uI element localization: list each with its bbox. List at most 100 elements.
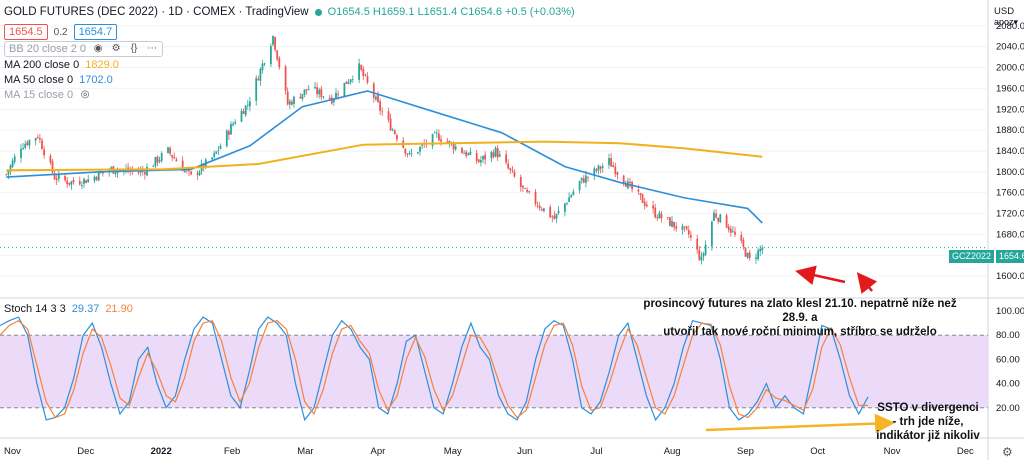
candle-body [622,175,625,184]
candle-body [53,173,56,180]
candle-body [654,207,657,218]
candle-body [234,122,237,124]
candle-body [656,217,659,219]
candle-body [681,226,684,230]
stoch-tick-label: 40.00 [996,379,1020,390]
candle-body [375,96,377,100]
candle-body [624,184,627,187]
candle-body [377,95,379,103]
time-tick-label: Jul [590,446,602,457]
candle-body [505,154,507,163]
indicator-row-ma200[interactable]: MA 200 close 0 1829.0 [4,59,119,71]
candle-body [639,193,642,196]
candle-body [614,166,617,174]
candle-body [137,171,140,173]
candle-body [480,160,482,163]
more-options-icon[interactable]: ⋯ [147,43,158,54]
candle-body [160,153,163,161]
candle-body [509,168,512,170]
price-tick-label: 1760.0 [996,188,1024,199]
candle-body [465,151,468,157]
price-tick-label: 2080.0 [996,21,1024,32]
candle-body [362,69,365,76]
candle-body [755,257,757,259]
time-tick-label: Nov [884,446,901,457]
price-tick-label: 1800.0 [996,167,1024,178]
candle-body [595,169,598,171]
candle-body [496,148,499,158]
candle-body [685,226,688,230]
candle-body [578,180,581,191]
orange-divergence-arrow [705,413,895,434]
candle-body [582,178,585,183]
candle-body [417,152,419,154]
stoch-d-value: 21.90 [105,303,133,315]
chart-header: GOLD FUTURES (DEC 2022) · 1D · COMEX · T… [4,6,575,18]
currency-label[interactable]: USD [994,6,1015,17]
candle-body [536,205,539,207]
candle-body [190,171,192,175]
candle-body [498,154,501,157]
candle-body [68,182,71,185]
candle-body [219,145,222,149]
time-tick-label: Mar [297,446,313,457]
buy-button[interactable]: 1654.7 [73,24,118,40]
source-code-icon[interactable]: {} [130,43,138,54]
candle-body [175,159,178,162]
price-tick-label: 1600.0 [996,271,1024,282]
candle-body [335,92,337,100]
candle-body [34,138,37,141]
sell-button[interactable]: 1654.5 [4,24,48,40]
symbol-title[interactable]: GOLD FUTURES (DEC 2022) · 1D · COMEX · T… [4,6,309,18]
hidden-eye-icon[interactable]: ◎ [80,89,90,100]
candle-body [66,180,69,185]
candle-body [316,87,318,95]
price-tick-label: 1720.0 [996,209,1024,220]
settings-gear-icon[interactable]: ⚙ [111,43,121,54]
candle-body [158,159,161,162]
candle-body [198,171,201,176]
candle-body [566,203,568,204]
last-price-tag: 1654.6 [996,250,1024,263]
candle-body [404,148,407,154]
candle-body [391,129,394,131]
candle-body [748,252,751,258]
candle-body [173,157,176,159]
candle-body [448,140,451,144]
candle-body [7,170,10,175]
candle-body [22,148,24,149]
candle-body [744,248,747,257]
candle-body [666,217,669,219]
eye-icon[interactable]: ◉ [93,43,103,54]
candle-body [49,155,52,163]
price-tick-label: 1960.0 [996,83,1024,94]
candle-body [288,101,291,105]
candle-body [156,156,159,163]
candle-body [320,88,323,98]
stoch-tick-label: 80.00 [996,330,1020,341]
indicator-row-bb[interactable]: BB 20 close 2 0 ◉ ⚙ {} ⋯ [4,41,164,57]
time-tick-label: Dec [77,446,94,457]
candle-body [463,153,465,155]
indicator-row-ma50[interactable]: MA 50 close 0 1702.0 [4,74,113,86]
symbol-tag: GCZ2022 [949,250,995,263]
candle-body [687,230,690,235]
candle-body [746,253,749,258]
stoch-legend[interactable]: Stoch 14 3 3 29.37 21.90 [4,303,133,315]
indicator-label-ma15: MA 15 close 0 [4,89,74,101]
candle-body [469,151,472,155]
candle-body [181,160,184,172]
chart-settings-gear-icon[interactable]: ⚙ [1002,445,1013,459]
candle-body [366,76,369,83]
candle-body [702,253,705,257]
candle-body [593,168,596,176]
stoch-annotation: SSTO v divergenci - trh jde níže, indiká… [868,401,988,443]
candle-body [452,143,455,150]
candle-body [419,146,421,152]
candle-body [719,214,722,223]
indicator-row-ma15[interactable]: MA 15 close 0 ◎ [4,89,91,101]
candle-body [490,151,493,159]
candle-body [477,159,480,163]
candle-body [729,228,732,233]
scale-mode-dropdown[interactable]: apoz▾ [994,17,1018,28]
